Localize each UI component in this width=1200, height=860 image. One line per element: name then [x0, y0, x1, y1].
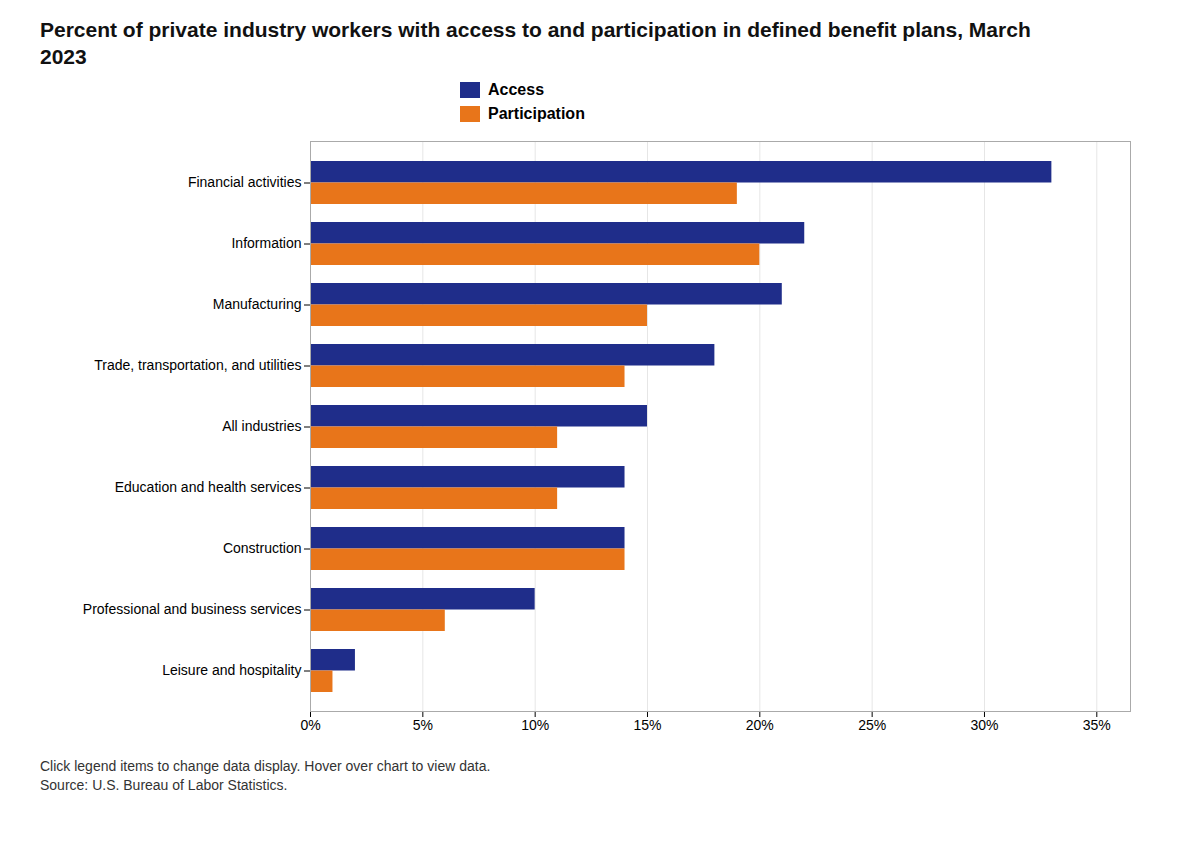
svg-text:Professional and business serv: Professional and business services	[83, 601, 302, 617]
svg-text:Leisure and hospitality: Leisure and hospitality	[162, 662, 301, 678]
svg-text:30%: 30%	[970, 717, 998, 733]
svg-text:35%: 35%	[1083, 717, 1111, 733]
svg-text:Education and health services: Education and health services	[115, 479, 302, 495]
svg-text:Information: Information	[231, 235, 301, 251]
html-text:Participation: Participation	[488, 104, 585, 122]
svg-text:Construction: Construction	[223, 540, 302, 556]
html-text:Access: Access	[488, 80, 544, 98]
svg-text:15%: 15%	[633, 717, 661, 733]
svg-text:5%: 5%	[413, 717, 433, 733]
svg-text:Financial activities: Financial activities	[188, 174, 302, 190]
svg-text:25%: 25%	[858, 717, 886, 733]
html-text:Percent of private industry wo: Percent of private industry workers with…	[40, 18, 1031, 69]
svg-text:Manufacturing: Manufacturing	[213, 296, 302, 312]
svg-text:All industries: All industries	[222, 418, 301, 434]
svg-text:10%: 10%	[521, 717, 549, 733]
html-text:Click legend items to change d: Click legend items to change data displa…	[40, 757, 491, 774]
svg-text:20%: 20%	[746, 717, 774, 733]
svg-text:0%: 0%	[300, 717, 320, 733]
svg-text:Trade, transportation, and uti: Trade, transportation, and utilities	[94, 357, 301, 373]
html-text:Source: U.S. Bureau of Labor S: Source: U.S. Bureau of Labor Statistics.	[40, 777, 288, 794]
